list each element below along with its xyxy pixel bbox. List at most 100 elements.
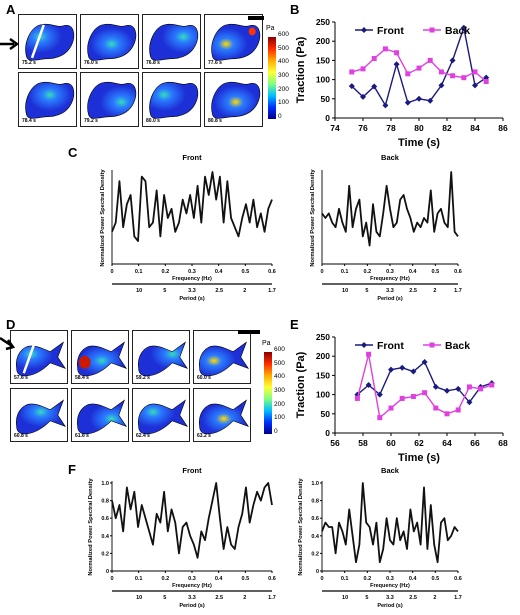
chart-title: Front <box>182 466 202 475</box>
cell-traction-map <box>211 81 261 119</box>
tile-time-label: 59.2 s <box>136 375 150 381</box>
data-point-front <box>460 24 467 31</box>
data-point-back <box>416 65 422 71</box>
cell-traction-map <box>211 23 261 61</box>
y-tick-label: 0 <box>106 569 109 575</box>
psd-chart-c-back: Back 0 0.1 0.2 0.3 0.4 0.5 0.6 Frequency (Hz) 10 5… <box>310 153 462 302</box>
y-axis-label: Traction (Pa) <box>295 36 307 103</box>
chart-title: Back <box>381 153 400 162</box>
period-axis-label: Period (s) <box>377 296 403 302</box>
y-tick-label: 250 <box>316 332 330 342</box>
cell-traction-map <box>25 23 75 61</box>
legend-label: Back <box>445 340 470 352</box>
y-tick-label: 0 <box>325 428 330 438</box>
x-axis-label: Time (s) <box>398 137 440 149</box>
data-point-front <box>404 99 411 106</box>
y-tick-label: 0.6 <box>311 516 319 522</box>
x-tick-label: 0.6 <box>454 576 462 582</box>
tile-time-label: 79.2 s <box>84 118 98 124</box>
period-tick-label: 2 <box>243 288 246 294</box>
y-tick-label: 200 <box>316 36 330 46</box>
tile-time-label: 60.8 s <box>14 433 28 439</box>
cell-outline <box>77 399 128 435</box>
x-axis-label: Frequency (Hz) <box>172 583 212 589</box>
data-point-front <box>438 82 445 89</box>
cell-outline <box>16 399 67 435</box>
cell-outline <box>138 341 189 377</box>
colorbar-tick-label: 500 <box>274 359 285 367</box>
traction-chart-b: 0 50 100 150 200 250 74 76 78 80 82 84 86 Time (s) Tra… <box>295 17 508 149</box>
heatmap-tile: 59.2 s <box>132 330 190 384</box>
cell-outline <box>25 81 75 119</box>
data-point-back <box>360 66 366 72</box>
data-point-back <box>461 75 467 81</box>
x-tick-label: 58 <box>358 438 368 448</box>
period-tick-label: 5 <box>365 288 368 294</box>
data-point-back <box>399 395 405 401</box>
series-line-front <box>356 360 493 404</box>
data-point-back <box>455 407 461 413</box>
hotspot <box>78 355 91 369</box>
x-tick-label: 78 <box>386 123 396 133</box>
period-tick-label: 3.3 <box>386 595 394 601</box>
x-tick-label: 0.1 <box>341 576 349 582</box>
data-point-front <box>348 83 355 90</box>
data-point-front <box>421 358 428 365</box>
x-tick-label: 0 <box>320 269 323 275</box>
heatmap-tile: 75.2 s <box>18 14 77 69</box>
cell-outline <box>211 81 261 119</box>
panel-label-a: A <box>6 2 16 17</box>
cell-traction-map <box>149 81 199 119</box>
x-tick-label: 0.3 <box>386 269 394 275</box>
x-tick-label: 0.3 <box>188 576 196 582</box>
period-tick-label: 10 <box>342 288 348 294</box>
heatmap-tile: 76.0 s <box>80 14 139 69</box>
period-tick-label: 2.5 <box>409 595 417 601</box>
legend-marker <box>429 342 435 348</box>
cell-outline <box>87 81 137 119</box>
x-tick-label: 0.1 <box>135 576 143 582</box>
tile-time-label: 58.4 s <box>75 375 89 381</box>
cell-traction-map <box>149 23 199 61</box>
arrow-icon <box>0 38 20 50</box>
cell-outline <box>138 399 189 435</box>
tile-time-label: 75.2 s <box>22 60 36 66</box>
data-point-front <box>371 83 378 90</box>
cell-traction-map <box>77 341 128 377</box>
colorbar-tick-label: 600 <box>274 346 285 353</box>
legend-marker <box>361 342 367 348</box>
colorbar-tick-label: 0 <box>278 113 282 120</box>
data-point-front <box>388 366 394 373</box>
period-tick-label: 1.7 <box>454 595 462 601</box>
x-tick-label: 0.5 <box>432 269 440 275</box>
period-tick-label: 3.3 <box>188 288 196 294</box>
x-tick-label: 66 <box>470 438 480 448</box>
data-point-front <box>449 57 456 64</box>
x-tick-label: 0.2 <box>364 576 372 582</box>
colorbar-tick-label: 300 <box>274 387 285 394</box>
x-axis-label: Frequency (Hz) <box>172 276 212 282</box>
y-tick-label: 50 <box>321 409 331 419</box>
colorbar-tick-label: 0 <box>274 428 278 435</box>
traction-chart-e: 0 50 100 150 200 250 56 58 60 62 64 66 68 Time (s) Tra… <box>295 332 508 464</box>
period-tick-label: 2.5 <box>215 288 223 294</box>
x-tick-label: 0.5 <box>242 269 250 275</box>
heatmap-tile: 77.6 s <box>204 14 263 69</box>
scale-bar-d <box>238 330 260 334</box>
period-axis-label: Period (s) <box>179 603 205 609</box>
tile-time-label: 80.8 s <box>208 118 222 124</box>
x-axis-label: Frequency (Hz) <box>370 583 410 589</box>
tile-time-label: 57.6 s <box>14 375 28 381</box>
y-tick-label: 100 <box>316 75 330 85</box>
panel-label-c: C <box>68 145 78 160</box>
cell-traction-map <box>138 341 189 377</box>
data-point-front <box>427 97 434 104</box>
heatmap-tile: 57.6 s <box>10 330 68 384</box>
y-tick-label: 1.0 <box>101 481 109 487</box>
tile-time-label: 76.8 s <box>146 60 160 66</box>
period-tick-label: 1.7 <box>454 288 462 294</box>
cut-line <box>30 24 45 59</box>
scale-bar-a <box>248 16 264 20</box>
tile-time-label: 77.6 s <box>208 60 222 66</box>
colorbar-unit-d: Pa <box>262 340 271 347</box>
